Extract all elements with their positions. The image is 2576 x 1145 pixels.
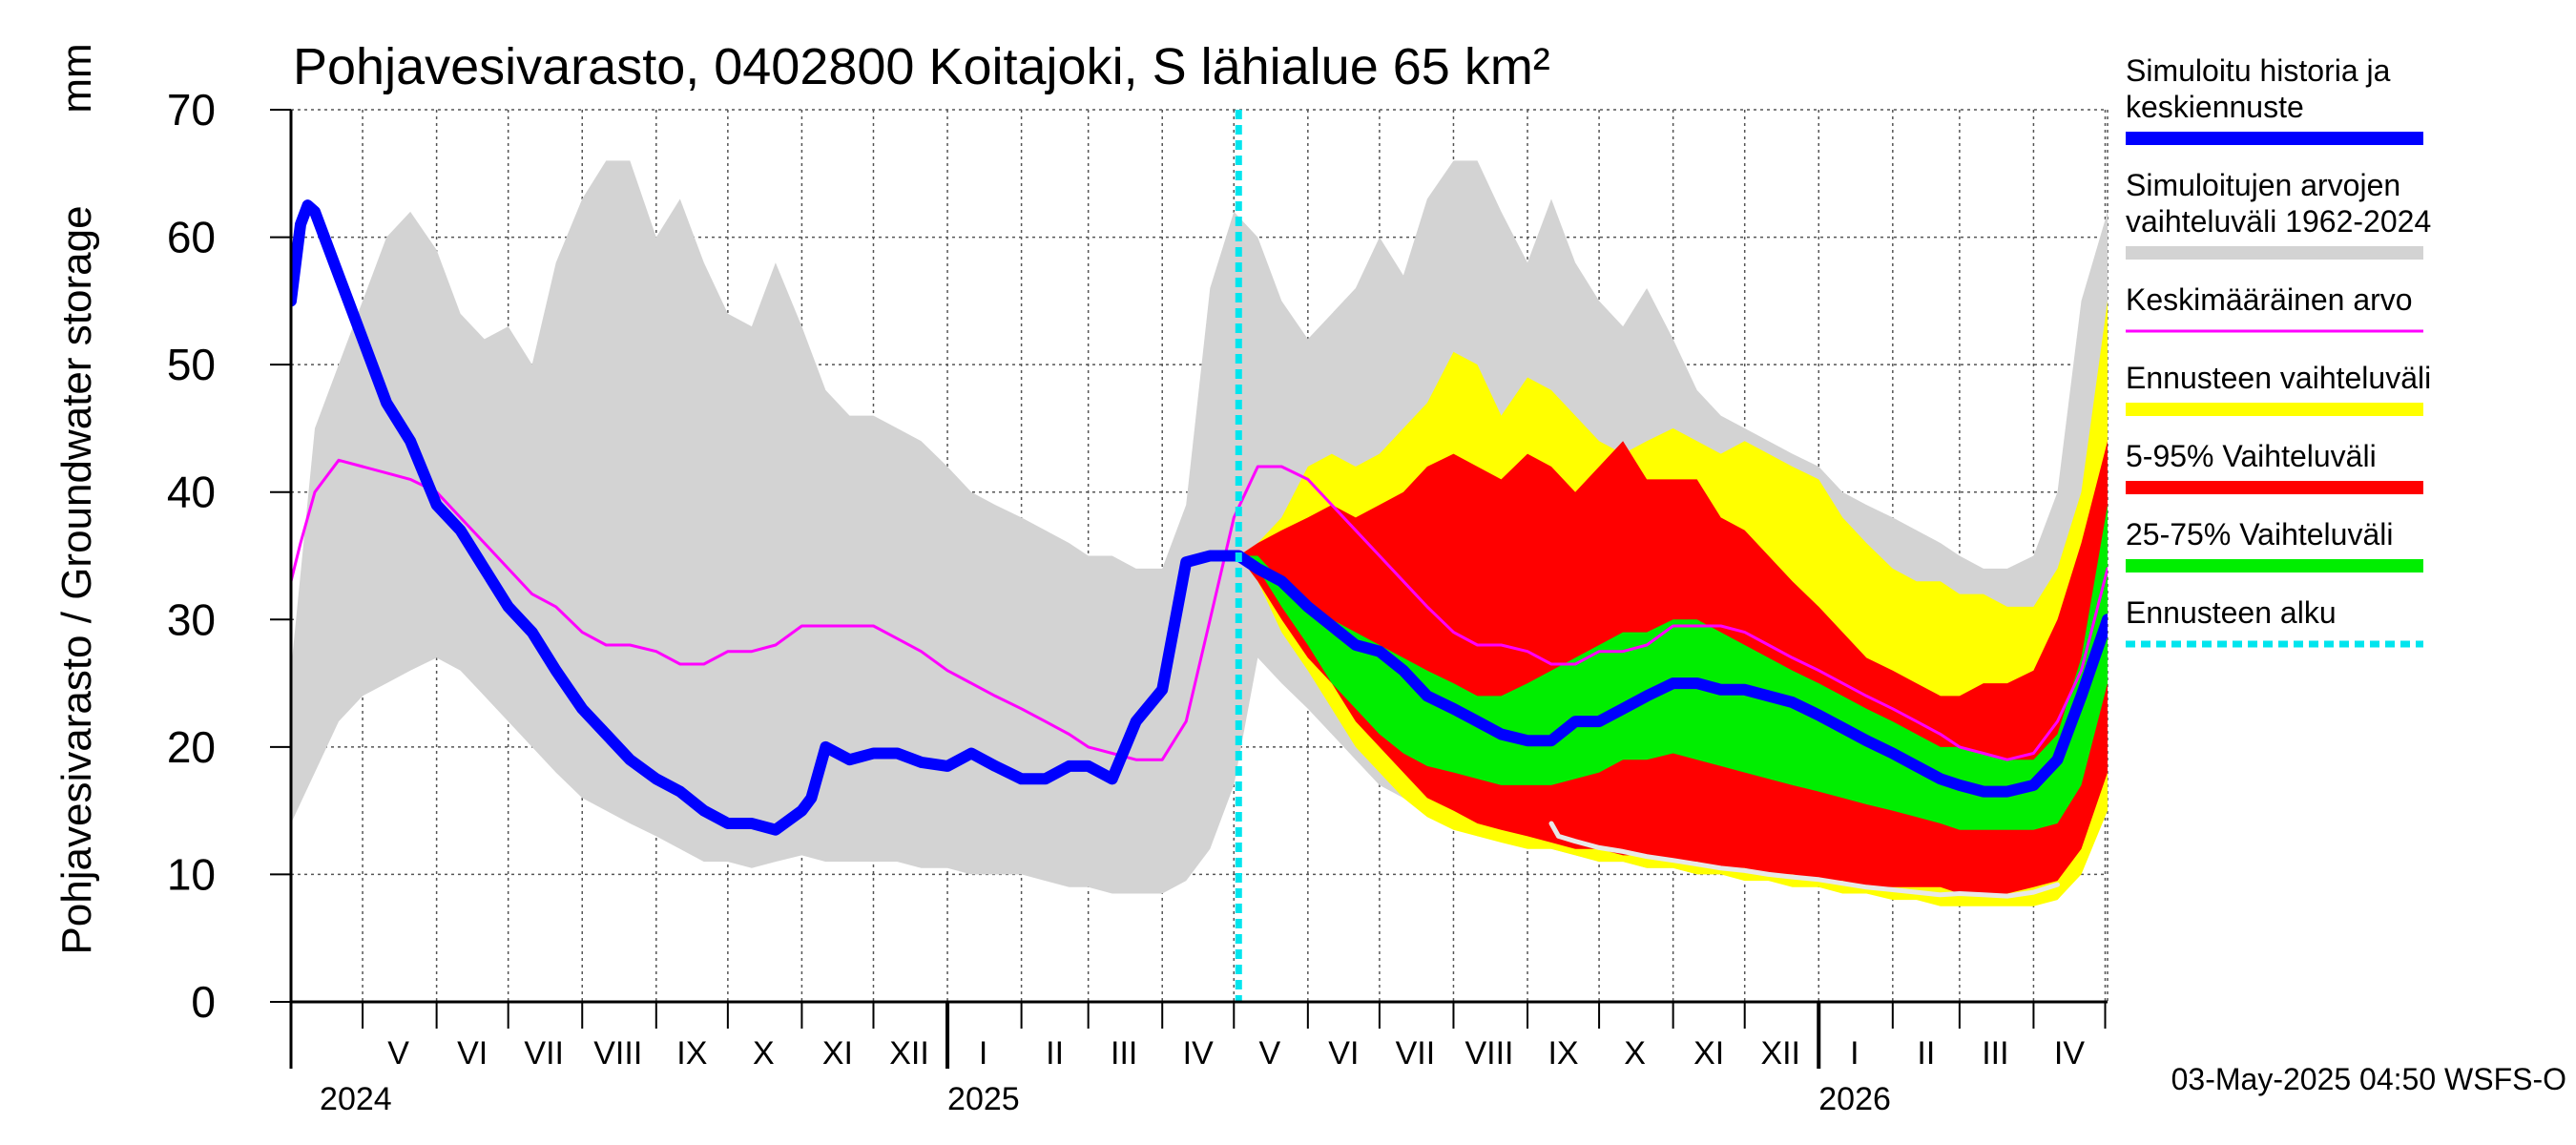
- legend-label: Ennusteen vaihteluväli: [2126, 361, 2431, 395]
- month-label: II: [1046, 1035, 1064, 1072]
- month-label: XII: [1760, 1035, 1800, 1072]
- y-tick-label: 40: [167, 468, 216, 517]
- series-area: [291, 110, 2108, 1002]
- month-label: V: [387, 1035, 409, 1072]
- month-label: IV: [1183, 1035, 1214, 1072]
- month-label: VIII: [1465, 1035, 1513, 1072]
- legend-label: 5-95% Vaihteluväli: [2126, 439, 2377, 473]
- history-forecast-line: [291, 199, 2108, 836]
- year-label: 2026: [1818, 1081, 1891, 1117]
- y-tick-label: 10: [167, 849, 216, 899]
- month-label: VIII: [593, 1035, 642, 1072]
- month-label: I: [979, 1035, 987, 1072]
- mean-line: [291, 458, 2108, 761]
- y-axis-label: Pohjavesivarasto / Groundwater storage: [53, 205, 100, 954]
- month-label: VI: [1328, 1035, 1359, 1072]
- legend-label: Keskimääräinen arvo: [2126, 282, 2413, 317]
- month-label: IX: [676, 1035, 707, 1072]
- y-tick-label: 0: [191, 977, 216, 1027]
- month-label: VI: [457, 1035, 488, 1072]
- year-label: 2024: [320, 1081, 392, 1117]
- y-tick-label: 20: [167, 722, 216, 772]
- month-label: III: [1982, 1035, 2008, 1072]
- legend-label: Simuloitu historia ja: [2126, 53, 2391, 88]
- month-label: XI: [822, 1035, 853, 1072]
- month-label: VII: [1396, 1035, 1436, 1072]
- timestamp-footer: 03-May-2025 04:50 WSFS-O: [2171, 1062, 2566, 1096]
- month-label: II: [1917, 1035, 1935, 1072]
- y-tick-label: 30: [167, 594, 216, 644]
- month-label: IX: [1548, 1035, 1578, 1072]
- chart-title: Pohjavesivarasto, 0402800 Koitajoki, S l…: [293, 38, 1550, 95]
- month-label: IV: [2054, 1035, 2085, 1072]
- month-label: X: [753, 1035, 775, 1072]
- legend-label: Ennusteen alku: [2126, 595, 2337, 630]
- y-tick-label: 60: [167, 213, 216, 262]
- y-tick-label: 70: [167, 85, 216, 135]
- year-label: 2025: [947, 1081, 1020, 1117]
- month-label: V: [1258, 1035, 1280, 1072]
- y-axis-unit: mm: [53, 43, 100, 113]
- month-label: XII: [889, 1035, 929, 1072]
- month-label: I: [1850, 1035, 1859, 1072]
- y-tick-label: 50: [167, 340, 216, 389]
- month-label: VII: [524, 1035, 564, 1072]
- legend-label: vaihteluväli 1962-2024: [2126, 204, 2431, 239]
- legend-label: keskiennuste: [2126, 90, 2304, 124]
- month-label: X: [1624, 1035, 1646, 1072]
- month-label: XI: [1693, 1035, 1724, 1072]
- legend-label: 25-75% Vaihteluväli: [2126, 517, 2393, 552]
- month-label: III: [1111, 1035, 1137, 1072]
- legend-label: Simuloitujen arvojen: [2126, 168, 2400, 202]
- historical-min-line: [1548, 821, 2060, 899]
